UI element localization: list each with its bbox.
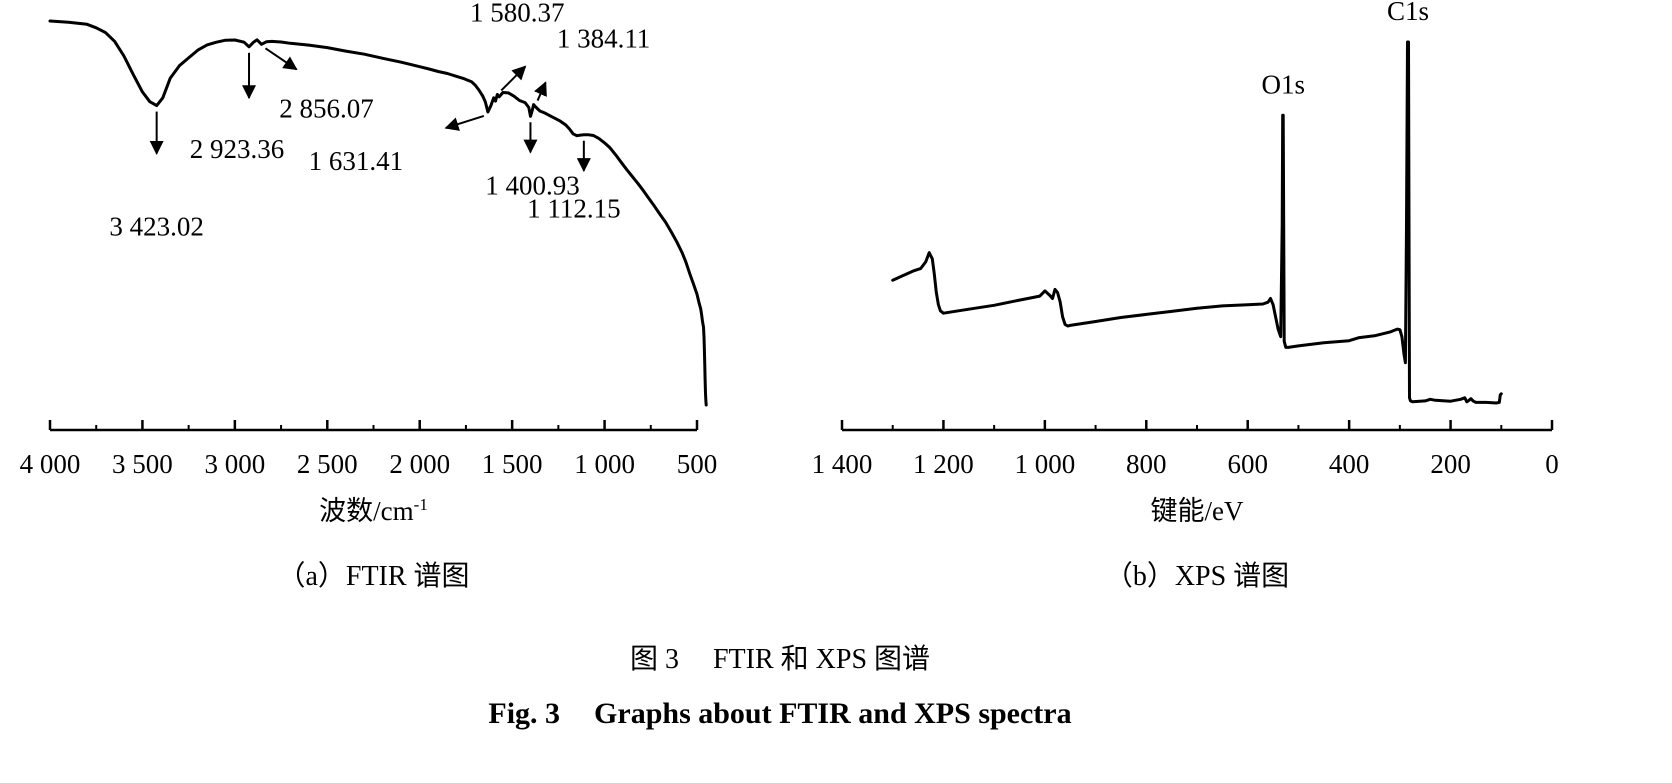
x-tick-label: 800 — [1126, 449, 1167, 479]
peak-label: 1 580.37 — [470, 0, 565, 27]
ftir-peak-annotations: 3 423.02 2 923.36 2 856.07 1 580.371 384.11… — [109, 0, 650, 242]
xps-x-axis-title: 键能/eV — [1151, 496, 1244, 526]
x-tick-label: 500 — [677, 449, 718, 479]
peak-arrow — [444, 115, 485, 131]
xps-panel: O1s C1s 1 400 1 200 1 000 800 600 400 200 0 键能/e… — [812, 0, 1559, 592]
x-tick-label: 3 000 — [204, 449, 265, 479]
x-tick-label: 0 — [1545, 449, 1559, 479]
peak-arrow — [264, 47, 298, 71]
figure-number-chinese: 图 3 — [630, 644, 679, 675]
ftir-panel: 3 423.02 2 923.36 2 856.07 1 580.371 384.11… — [20, 0, 718, 592]
figure-title-english: Graphs about FTIR and XPS spectra — [594, 697, 1072, 730]
x-tick-label: 600 — [1227, 449, 1268, 479]
figure-number-english: Fig. 3 — [488, 697, 560, 730]
ftir-panel-caption: （a）FTIR 谱图 — [277, 560, 469, 592]
ftir-x-ticks: 4 000 3 500 3 000 2 500 2 000 1 500 1 000 500 — [20, 420, 718, 479]
x-tick-label: 1 200 — [913, 449, 974, 479]
x-tick-label: 2 000 — [389, 449, 450, 479]
xps-x-ticks: 1 400 1 200 1 000 800 600 400 200 0 — [812, 420, 1559, 479]
peak-label: C1s — [1387, 0, 1429, 26]
x-tick-label: 1 400 — [812, 449, 873, 479]
x-tick-label: 200 — [1430, 449, 1471, 479]
peak-label: 1 384.11 — [557, 24, 651, 54]
x-tick-label: 3 500 — [112, 449, 173, 479]
figure-caption-chinese: 图 3 FTIR 和 XPS 图谱 — [630, 643, 930, 675]
figure-caption-english: Fig. 3 Graphs about FTIR and XPS spectra — [488, 697, 1071, 730]
x-tick-label: 2 500 — [297, 449, 358, 479]
peak-label: 3 423.02 — [109, 212, 204, 242]
peak-label: O1s — [1261, 69, 1305, 99]
x-tick-label: 1 000 — [1014, 449, 1075, 479]
ftir-x-axis-title: 波数/cm-1 — [319, 495, 428, 526]
xps-spectrum-line — [891, 40, 1503, 405]
ftir-spectrum-line — [48, 19, 708, 407]
x-tick-label: 4 000 — [20, 449, 81, 479]
peak-label: 1 631.41 — [309, 146, 404, 176]
peak-arrow — [534, 81, 547, 101]
figure-title-chinese: FTIR 和 XPS 图谱 — [713, 643, 930, 675]
peak-label: 2 856.07 — [279, 93, 374, 123]
peak-label: 1 400.93 — [485, 170, 580, 200]
xps-peak-annotations: O1s C1s — [1261, 0, 1429, 99]
peak-arrow — [500, 65, 527, 92]
x-tick-label: 1 500 — [482, 449, 543, 479]
x-tick-label: 1 000 — [574, 449, 635, 479]
x-tick-label: 400 — [1329, 449, 1370, 479]
peak-label: 2 923.36 — [190, 134, 285, 164]
xps-panel-caption: （b）XPS 谱图 — [1105, 560, 1289, 592]
peak-label: 1 112.15 — [527, 194, 621, 224]
